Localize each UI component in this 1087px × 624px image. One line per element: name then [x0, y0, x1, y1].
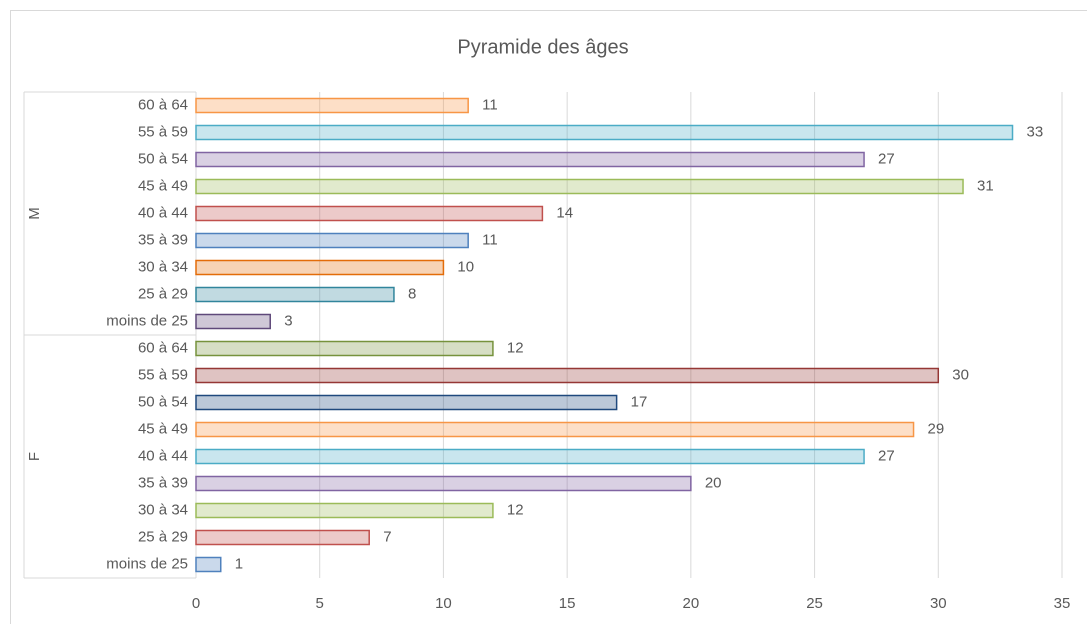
- bar: [195, 205, 544, 222]
- bar: [195, 556, 222, 573]
- y-tick-label: moins de 25: [106, 555, 188, 572]
- data-label: 17: [631, 393, 648, 410]
- x-tick-label: 0: [192, 595, 200, 612]
- y-tick-label: 40 à 44: [138, 447, 188, 464]
- y-tick-label: 60 à 64: [138, 339, 188, 356]
- data-label: 12: [507, 501, 524, 518]
- bar: [195, 313, 271, 330]
- data-label: 12: [507, 339, 524, 356]
- y-tick-label: 50 à 54: [138, 150, 188, 167]
- y-tick-label: 50 à 54: [138, 393, 188, 410]
- y-tick-label: 55 à 59: [138, 366, 188, 383]
- bar: [195, 286, 395, 303]
- data-label: 30: [952, 366, 969, 383]
- data-label: 11: [482, 231, 498, 248]
- y-tick-label: 25 à 29: [138, 528, 188, 545]
- bar: [195, 394, 618, 411]
- data-label: 1: [235, 555, 243, 572]
- bar: [195, 151, 865, 168]
- x-tick-label: 5: [316, 595, 324, 612]
- x-tick-label: 10: [435, 595, 452, 612]
- y-tick-label: moins de 25: [106, 312, 188, 329]
- chart-title: Pyramide des âges: [457, 36, 628, 58]
- data-label: 20: [705, 474, 722, 491]
- bar: [195, 421, 915, 438]
- bar: [195, 529, 370, 546]
- chart-border: [10, 10, 1087, 624]
- data-label: 10: [457, 258, 474, 275]
- y-tick-label: 30 à 34: [138, 258, 188, 275]
- x-tick-label: 20: [683, 595, 700, 612]
- bar: [195, 178, 964, 195]
- bar: [195, 367, 940, 384]
- data-label: 27: [878, 150, 895, 167]
- y-tick-label: 45 à 49: [138, 420, 188, 437]
- bar: [195, 232, 469, 249]
- bar: [195, 97, 469, 114]
- y-tick-label: 30 à 34: [138, 501, 188, 518]
- bar: [195, 124, 1014, 141]
- data-label: 7: [383, 528, 391, 545]
- y-tick-label: 60 à 64: [138, 96, 188, 113]
- data-label: 8: [408, 285, 416, 302]
- y-tick-label: 25 à 29: [138, 285, 188, 302]
- x-tick-label: 25: [806, 595, 823, 612]
- group-label: M: [26, 207, 43, 220]
- data-label: 3: [284, 312, 292, 329]
- bar: [195, 502, 494, 519]
- bar: [195, 448, 865, 465]
- data-label: 14: [556, 204, 573, 221]
- bar: [195, 259, 445, 276]
- data-label: 29: [928, 420, 945, 437]
- y-tick-label: 35 à 39: [138, 474, 188, 491]
- x-tick-label: 30: [930, 595, 947, 612]
- y-tick-label: 35 à 39: [138, 231, 188, 248]
- data-label: 31: [977, 177, 994, 194]
- group-label: F: [26, 452, 43, 461]
- y-tick-label: 55 à 59: [138, 123, 188, 140]
- y-tick-label: 45 à 49: [138, 177, 188, 194]
- x-tick-label: 35: [1054, 595, 1071, 612]
- data-label: 27: [878, 447, 895, 464]
- data-label: 33: [1027, 123, 1044, 140]
- x-tick-label: 15: [559, 595, 576, 612]
- data-label: 11: [482, 96, 498, 113]
- bar: [195, 340, 494, 357]
- bar: [195, 475, 692, 492]
- y-tick-label: 40 à 44: [138, 204, 188, 221]
